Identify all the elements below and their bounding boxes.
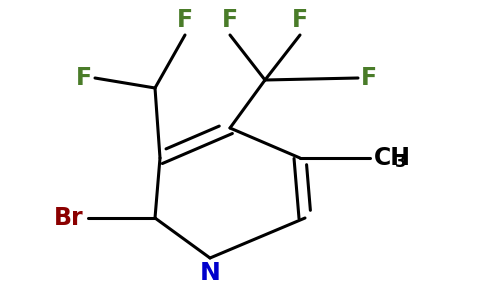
Text: N: N xyxy=(199,261,220,285)
Text: 3: 3 xyxy=(395,153,407,171)
Text: F: F xyxy=(76,66,92,90)
Text: F: F xyxy=(292,8,308,32)
Text: CH: CH xyxy=(374,146,411,170)
Text: F: F xyxy=(177,8,193,32)
Text: Br: Br xyxy=(54,206,84,230)
Text: F: F xyxy=(361,66,377,90)
Text: F: F xyxy=(222,8,238,32)
